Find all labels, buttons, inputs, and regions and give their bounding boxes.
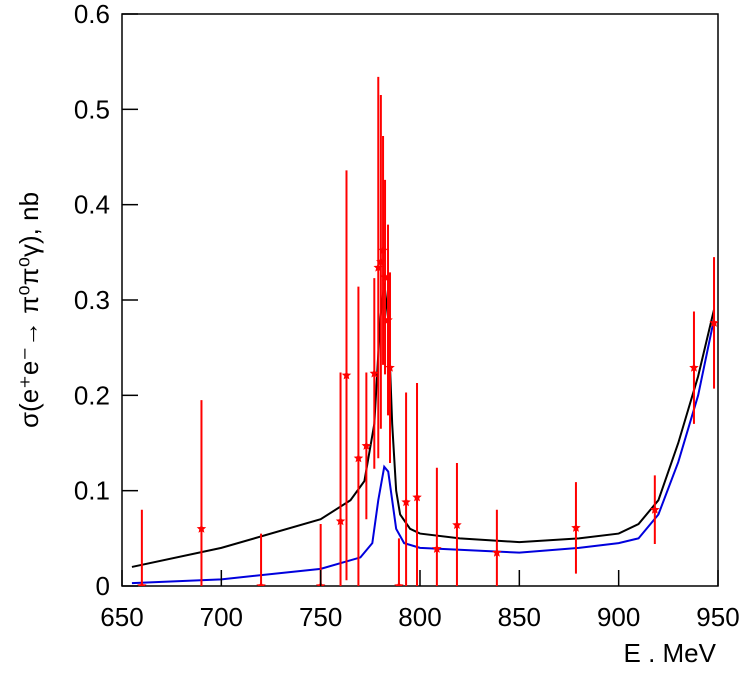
x-tick-label: 800 bbox=[398, 602, 441, 632]
y-tick-label: 0 bbox=[96, 571, 110, 601]
data-point bbox=[709, 317, 718, 327]
data-point bbox=[137, 581, 147, 586]
data-point bbox=[394, 581, 404, 586]
x-tick-label: 750 bbox=[299, 602, 342, 632]
y-tick-label: 0.2 bbox=[74, 380, 110, 410]
y-tick-label: 0.6 bbox=[74, 0, 110, 29]
data-point bbox=[196, 523, 207, 533]
x-tick-label: 700 bbox=[200, 602, 243, 632]
data-point bbox=[256, 581, 266, 586]
x-axis-label: E . MeV bbox=[624, 638, 717, 668]
plot-frame bbox=[121, 13, 719, 587]
y-tick-label: 0.1 bbox=[74, 476, 110, 506]
x-tick-label: 850 bbox=[498, 602, 541, 632]
y-axis-label: σ(e⁺e⁻→ π⁰π⁰γ), nb bbox=[14, 192, 44, 428]
data-point bbox=[341, 370, 352, 380]
curve bbox=[131, 318, 716, 585]
data-point bbox=[432, 543, 442, 553]
data-point bbox=[571, 522, 581, 532]
data-point bbox=[385, 362, 395, 372]
plot-area bbox=[131, 76, 718, 586]
x-tick-label: 650 bbox=[100, 602, 143, 632]
x-tick-label: 900 bbox=[597, 602, 640, 632]
data-point bbox=[650, 504, 660, 514]
data-point bbox=[401, 497, 411, 507]
data-point bbox=[369, 368, 380, 378]
y-tick-label: 0.4 bbox=[74, 190, 110, 220]
curve bbox=[131, 282, 715, 568]
data-point bbox=[412, 492, 422, 502]
data-point bbox=[361, 440, 372, 450]
data-point bbox=[492, 547, 502, 557]
y-tick-label: 0.3 bbox=[74, 285, 110, 315]
x-tick-label: 950 bbox=[696, 602, 739, 632]
data-point bbox=[353, 453, 364, 463]
y-tick-label: 0.5 bbox=[74, 94, 110, 124]
data-point bbox=[452, 520, 462, 529]
data-point bbox=[689, 362, 699, 372]
data-point bbox=[335, 516, 346, 526]
